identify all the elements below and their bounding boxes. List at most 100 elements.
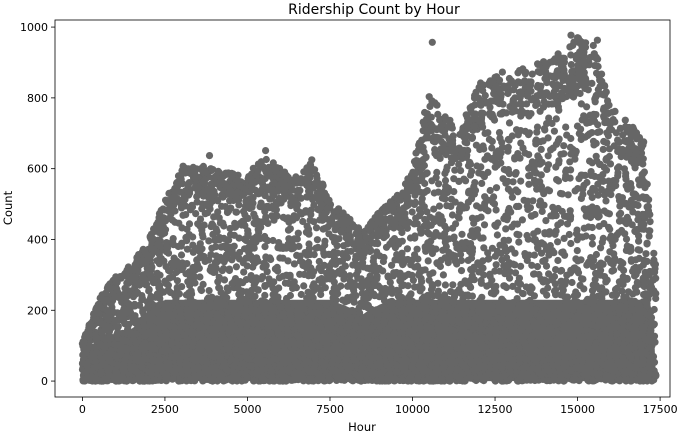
data-point — [342, 298, 349, 305]
data-point — [491, 222, 498, 229]
data-point — [557, 219, 564, 226]
data-point — [134, 323, 141, 330]
data-point — [328, 269, 335, 276]
data-point — [525, 151, 532, 158]
data-point — [581, 205, 588, 212]
data-point — [206, 344, 213, 351]
data-point — [196, 244, 203, 251]
data-point — [373, 248, 380, 255]
data-point — [604, 277, 611, 284]
data-point — [574, 325, 581, 332]
data-point — [178, 251, 185, 258]
data-point — [522, 356, 529, 363]
data-point — [338, 265, 345, 272]
data-point — [614, 165, 621, 172]
data-point — [388, 262, 395, 269]
data-point — [573, 227, 580, 234]
data-point — [516, 275, 523, 282]
data-point — [119, 362, 126, 369]
data-point — [646, 330, 653, 337]
data-point — [411, 353, 418, 360]
data-point — [250, 377, 257, 384]
data-point — [484, 207, 491, 214]
data-point — [241, 222, 248, 229]
data-point — [517, 178, 524, 185]
data-point — [209, 222, 216, 229]
data-point — [525, 327, 532, 334]
data-point — [172, 346, 179, 353]
data-point — [334, 249, 341, 256]
data-point — [461, 277, 468, 284]
data-point — [418, 363, 425, 370]
data-point — [520, 290, 527, 297]
data-point — [367, 360, 374, 367]
data-point — [149, 326, 156, 333]
data-point — [264, 268, 271, 275]
data-point — [531, 161, 538, 168]
data-point — [395, 238, 402, 245]
data-point — [533, 239, 540, 246]
data-point — [261, 206, 268, 213]
data-point — [477, 262, 484, 269]
data-point — [493, 326, 500, 333]
data-point — [604, 210, 611, 217]
data-point — [574, 257, 581, 264]
data-point — [548, 120, 555, 127]
data-point — [344, 283, 351, 290]
data-point — [311, 325, 318, 332]
data-point — [448, 326, 455, 333]
data-point — [357, 300, 364, 307]
data-point — [253, 238, 260, 245]
data-point — [506, 342, 513, 349]
data-point — [404, 321, 411, 328]
data-point — [162, 328, 169, 335]
data-point — [523, 232, 530, 239]
data-point — [621, 165, 628, 172]
data-point — [550, 329, 557, 336]
data-point — [515, 131, 522, 138]
data-point — [578, 346, 585, 353]
data-point — [480, 271, 487, 278]
data-point — [522, 128, 529, 135]
data-point — [505, 144, 512, 151]
data-point — [515, 239, 522, 246]
data-point — [205, 294, 212, 301]
data-point — [261, 243, 268, 250]
data-point — [564, 340, 571, 347]
data-point — [617, 264, 624, 271]
data-point — [637, 377, 644, 384]
data-point — [391, 330, 398, 337]
data-point — [404, 245, 411, 252]
data-point — [631, 191, 638, 198]
data-point — [122, 310, 129, 317]
data-point — [366, 265, 373, 272]
data-point — [624, 242, 631, 249]
data-point — [514, 150, 521, 157]
data-point — [628, 184, 635, 191]
data-point — [541, 229, 548, 236]
data-point — [445, 296, 452, 303]
data-point — [506, 205, 513, 212]
data-point — [267, 256, 274, 263]
data-point — [536, 202, 543, 209]
data-point — [355, 338, 362, 345]
data-point — [425, 257, 432, 264]
data-point — [290, 301, 297, 308]
data-point — [428, 222, 435, 229]
data-point — [313, 224, 320, 231]
data-point — [261, 377, 268, 384]
data-point — [472, 333, 479, 340]
data-point — [295, 363, 302, 370]
data-point — [589, 194, 596, 201]
data-point — [310, 280, 317, 287]
data-point — [222, 293, 229, 300]
data-point — [532, 347, 539, 354]
data-point — [179, 212, 186, 219]
data-point — [554, 238, 561, 245]
data-point — [302, 322, 309, 329]
data-point — [600, 261, 607, 268]
data-point — [500, 298, 507, 305]
data-point — [589, 185, 596, 192]
data-point — [199, 233, 206, 240]
data-point — [277, 304, 284, 311]
